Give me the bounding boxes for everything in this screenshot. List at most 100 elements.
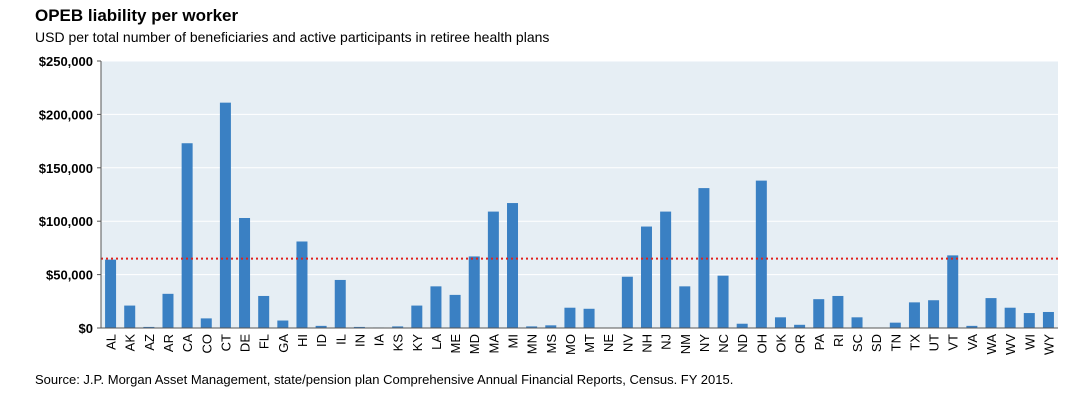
x-tick-label: CA xyxy=(180,334,195,352)
x-axis-ticks: AL AK AZ AR CA CO CT DE FL GA HI ID IL IN IA KS KY LA ME MD… xyxy=(104,334,1057,355)
x-tick-label: SC xyxy=(850,334,865,352)
x-tick-label: MN xyxy=(525,334,540,354)
bar-wi xyxy=(1023,313,1035,328)
x-tick-label: CT xyxy=(218,334,233,351)
bar-pa xyxy=(813,299,825,328)
bar-fl xyxy=(258,295,270,328)
x-tick-label: NV xyxy=(620,334,635,352)
bar-vt xyxy=(947,255,959,328)
bar-ma xyxy=(487,211,499,328)
x-tick-label: OK xyxy=(773,334,788,353)
bar-la xyxy=(430,286,442,328)
x-tick-label: TN xyxy=(888,334,903,351)
bar-sc xyxy=(851,317,863,328)
x-tick-label: VA xyxy=(965,334,980,351)
bar-co xyxy=(200,318,212,328)
bar-or xyxy=(794,324,806,328)
x-tick-label: CO xyxy=(199,334,214,354)
bar-nj xyxy=(660,211,672,328)
bar-ky xyxy=(411,305,423,328)
x-tick-label: NM xyxy=(678,334,693,354)
x-tick-label: FL xyxy=(257,334,272,349)
bar-mo xyxy=(564,307,576,328)
bars xyxy=(105,102,1054,328)
x-tick-label: KY xyxy=(410,334,425,352)
x-tick-label: AR xyxy=(161,334,176,352)
bar-ms xyxy=(545,325,557,328)
bar-ok xyxy=(774,317,786,328)
bar-nm xyxy=(679,286,691,328)
x-tick-label: MD xyxy=(467,334,482,354)
bar-tn xyxy=(889,322,901,328)
bar-nv xyxy=(621,276,633,328)
x-tick-label: KS xyxy=(391,334,406,352)
x-tick-label: MT xyxy=(582,334,597,353)
x-tick-label: NJ xyxy=(659,334,674,350)
y-tick-label: $50,000 xyxy=(46,268,93,283)
bar-md xyxy=(468,256,480,328)
x-tick-label: VT xyxy=(946,334,961,351)
x-tick-label: GA xyxy=(276,334,291,353)
bar-tx xyxy=(908,302,920,328)
plot-area xyxy=(101,61,1058,328)
bar-va xyxy=(966,325,978,328)
x-tick-label: MO xyxy=(563,334,578,355)
chart-source: Source: J.P. Morgan Asset Management, st… xyxy=(35,372,734,387)
bar-wa xyxy=(985,298,997,328)
bar-id xyxy=(315,325,327,328)
x-tick-label: NY xyxy=(697,334,712,352)
x-tick-label: OH xyxy=(754,334,769,354)
y-tick-label: $100,000 xyxy=(39,214,93,229)
x-tick-label: UT xyxy=(927,334,942,351)
x-tick-label: MI xyxy=(506,334,521,348)
bar-az xyxy=(143,326,155,328)
x-tick-label: SD xyxy=(869,334,884,352)
x-tick-label: AK xyxy=(123,334,138,352)
x-tick-label: NE xyxy=(601,334,616,352)
x-tick-label: IL xyxy=(333,334,348,345)
y-tick-label: $250,000 xyxy=(39,54,93,69)
bar-ga xyxy=(277,320,289,328)
x-tick-label: HI xyxy=(295,334,310,347)
y-axis-ticks: $0 $50,000 $100,000 $150,000 $200,000 $250,00… xyxy=(39,54,1058,336)
bar-nc xyxy=(717,275,729,328)
chart-subtitle: USD per total number of beneficiaries an… xyxy=(35,29,550,45)
x-tick-label: LA xyxy=(429,334,444,350)
x-tick-label: AZ xyxy=(142,334,157,351)
y-tick-label: $150,000 xyxy=(39,161,93,176)
x-tick-label: OR xyxy=(793,334,808,354)
x-tick-label: RI xyxy=(831,334,846,347)
bar-ca xyxy=(181,143,193,328)
x-tick-label: PA xyxy=(812,334,827,351)
x-tick-label: IA xyxy=(372,334,387,347)
x-tick-label: WA xyxy=(984,334,999,355)
bar-in xyxy=(353,326,365,328)
y-tick-label: $200,000 xyxy=(39,107,93,122)
bar-ri xyxy=(832,295,844,328)
x-tick-label: DE xyxy=(238,334,253,352)
bar-il xyxy=(334,279,346,328)
bar-ar xyxy=(162,293,174,328)
x-tick-label: AL xyxy=(104,334,119,350)
bar-mi xyxy=(507,203,519,328)
x-tick-label: WY xyxy=(1041,334,1056,355)
bar-ks xyxy=(392,326,404,328)
x-tick-label: ID xyxy=(314,334,329,347)
x-tick-label: TX xyxy=(907,334,922,351)
x-tick-label: NH xyxy=(639,334,654,353)
x-tick-label: NC xyxy=(716,334,731,353)
x-tick-label: ME xyxy=(448,334,463,354)
x-tick-label: IN xyxy=(352,334,367,347)
bar-ny xyxy=(698,188,710,328)
x-tick-label: WV xyxy=(1003,334,1018,355)
x-tick-label: ND xyxy=(735,334,750,353)
bar-mt xyxy=(583,308,595,328)
bar-nh xyxy=(640,226,652,328)
chart-title: OPEB liability per worker xyxy=(35,6,239,25)
x-tick-label: WI xyxy=(1022,334,1037,350)
x-tick-label: MA xyxy=(486,334,501,354)
bar-oh xyxy=(755,180,767,328)
bar-hi xyxy=(296,241,308,328)
bar-ct xyxy=(219,102,231,328)
